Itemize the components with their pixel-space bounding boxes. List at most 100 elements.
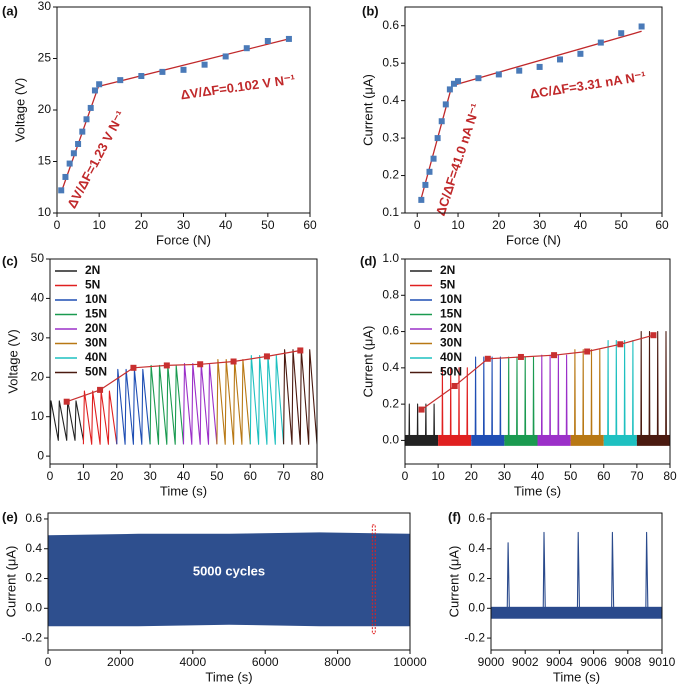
point: [79, 128, 86, 135]
x-tick-label: 8000: [324, 655, 351, 669]
point: [117, 77, 124, 84]
x-axis-label: Time (s): [553, 669, 600, 684]
trend-marker: [484, 355, 491, 362]
series-line: [405, 403, 439, 441]
point: [66, 160, 73, 167]
x-tick-label: 60: [597, 469, 611, 483]
x-tick-label: 0: [414, 218, 421, 232]
series-line: [216, 358, 251, 445]
y-tick-label: 30: [31, 330, 45, 344]
legend-label: 20N: [440, 321, 462, 335]
series-line: [149, 364, 185, 445]
point: [516, 67, 523, 74]
point: [87, 104, 94, 111]
x-tick-label: 0: [45, 655, 52, 669]
trend-marker: [197, 361, 204, 368]
x-axis-label: Force (N): [156, 232, 211, 247]
x-tick-label: 40: [177, 469, 191, 483]
point: [264, 37, 271, 44]
x-tick-label: 10: [431, 469, 445, 483]
y-tick-label: 0.2: [382, 396, 399, 410]
trend-marker: [617, 341, 624, 348]
legend-label: 2N: [85, 263, 100, 277]
x-tick-label: 4000: [179, 655, 206, 669]
x-tick-label: 0: [402, 469, 409, 483]
x-tick-label: 20: [110, 469, 124, 483]
y-tick-label: -0.2: [21, 630, 42, 644]
y-tick-label: 40: [31, 291, 45, 305]
y-tick-label: 0: [37, 448, 44, 462]
legend-label: 15N: [85, 307, 107, 321]
plot-frame: [404, 6, 663, 214]
x-tick-label: 2000: [107, 655, 134, 669]
y-axis-label: Voltage (V): [12, 78, 27, 142]
x-tick-label: 40: [574, 218, 588, 232]
point: [638, 23, 645, 30]
trend-marker: [263, 353, 270, 360]
x-tick-label: 9010: [649, 655, 676, 669]
panel-label: (c): [2, 253, 18, 268]
y-tick-label: 0.8: [382, 287, 399, 301]
point: [597, 39, 604, 46]
point: [285, 35, 292, 42]
annotation: 5000 cycles: [193, 563, 265, 578]
y-tick-label: 0.4: [468, 541, 485, 555]
x-tick-label: 30: [177, 218, 191, 232]
x-axis-label: Time (s): [160, 483, 207, 498]
trend-marker: [63, 398, 70, 405]
point: [83, 116, 90, 123]
x-tick-label: 0: [54, 218, 61, 232]
point: [96, 81, 103, 88]
point: [180, 66, 187, 73]
panel-label: (b): [362, 3, 379, 18]
y-tick-label: 0.0: [382, 433, 399, 447]
y-tick-label: 0.6: [25, 511, 42, 525]
x-axis-label: Force (N): [506, 232, 561, 247]
y-tick-label: 0.4: [382, 360, 399, 374]
annotation: ΔV/ΔF=1.23 V N⁻¹: [64, 108, 128, 211]
x-tick-label: 10: [451, 218, 465, 232]
plot-frame: [404, 258, 671, 465]
trend-marker: [451, 382, 458, 389]
y-axis-label: Current (μA): [3, 546, 18, 618]
y-tick-label: 15: [38, 154, 52, 168]
y-tick-label: 0.2: [468, 571, 485, 585]
x-tick-label: 50: [261, 218, 275, 232]
x-tick-label: 10: [77, 469, 91, 483]
panel-label: (f): [448, 509, 461, 524]
point: [442, 101, 449, 108]
y-tick-label: 0.6: [382, 324, 399, 338]
series-line: [570, 349, 604, 441]
point: [618, 30, 625, 37]
y-tick-label: 0.6: [382, 18, 399, 32]
series-line: [636, 331, 670, 441]
point: [159, 68, 166, 75]
y-tick-label: 0.1: [382, 205, 399, 219]
point: [557, 56, 564, 63]
trend-marker: [230, 358, 237, 365]
y-axis-label: Current (μA): [360, 74, 375, 146]
y-axis-label: Voltage (V): [5, 329, 20, 393]
y-tick-label: 50: [31, 251, 45, 265]
point: [201, 61, 208, 68]
legend-label: 30N: [440, 336, 462, 350]
x-axis-label: Time (s): [205, 669, 252, 684]
x-tick-label: 40: [531, 469, 545, 483]
y-tick-label: 20: [31, 369, 45, 383]
series-line: [283, 349, 318, 445]
panel: (d) 0 10 20 30 40 50 60 70 80 0.0 0.2 0.4 0.6 0.8 1.0 Ti…: [360, 251, 677, 498]
point: [58, 187, 65, 194]
x-tick-label: 60: [303, 218, 317, 232]
trend-marker: [130, 364, 137, 371]
series-line: [82, 390, 118, 445]
y-tick-label: 0.0: [468, 600, 485, 614]
point: [438, 118, 445, 125]
x-tick-label: 10000: [393, 655, 427, 669]
series-line: [182, 362, 218, 445]
x-tick-label: 30: [498, 469, 512, 483]
x-tick-label: 10: [92, 218, 106, 232]
annotation: ΔC/ΔF=3.31 nA N⁻¹: [529, 68, 647, 101]
point: [430, 155, 437, 162]
